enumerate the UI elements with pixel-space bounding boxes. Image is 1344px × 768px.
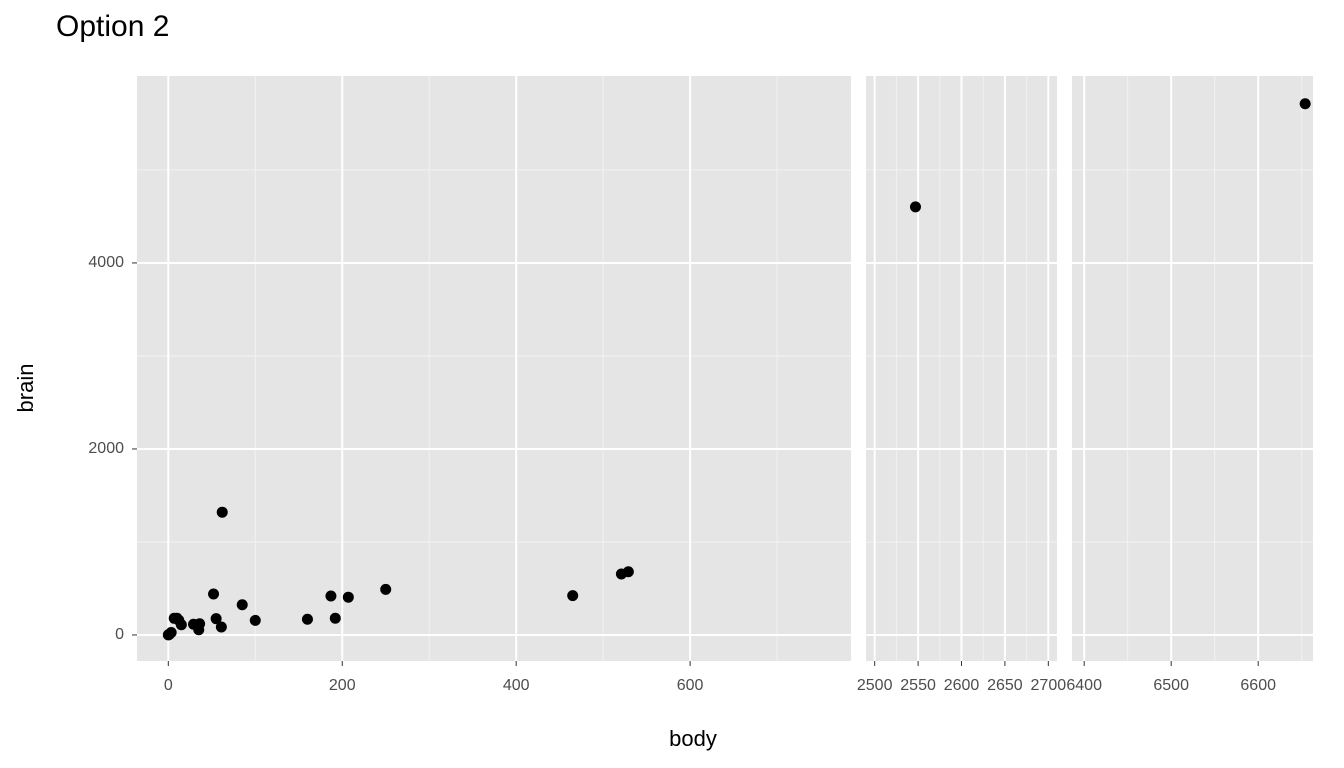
x-tick-label: 2600 — [944, 677, 980, 694]
x-tick-label: 6500 — [1153, 677, 1189, 694]
x-tick-label: 200 — [329, 677, 356, 694]
y-axis-title: brain — [13, 364, 38, 413]
scatter-point — [175, 619, 187, 631]
y-tick-label: 2000 — [88, 440, 124, 457]
x-tick-label: 6400 — [1066, 677, 1102, 694]
panel-background — [137, 76, 851, 661]
x-tick-label: 2700 — [1031, 677, 1067, 694]
scatter-point — [193, 624, 205, 636]
scatter-point — [249, 614, 261, 626]
x-tick-label: 400 — [503, 677, 530, 694]
chart-title: Option 2 — [56, 10, 169, 43]
x-tick-label: 0 — [164, 677, 173, 694]
scatter-point — [165, 627, 177, 639]
scatter-point — [208, 588, 220, 600]
scatter-point — [215, 621, 227, 633]
scatter-point — [210, 613, 222, 625]
y-tick-label: 0 — [115, 626, 124, 643]
x-axis-title: body — [669, 726, 717, 751]
scatter-point — [342, 591, 354, 603]
scatter-point — [567, 590, 579, 602]
scatter-point — [329, 612, 341, 624]
x-tick-label: 6600 — [1240, 677, 1276, 694]
scatter-point — [1299, 98, 1311, 110]
y-tick-label: 4000 — [88, 254, 124, 271]
scatter-point — [216, 506, 228, 518]
x-tick-label: 600 — [677, 677, 704, 694]
scatter-point — [236, 599, 248, 611]
scatter-point — [909, 201, 921, 213]
scatter-point — [622, 566, 634, 578]
x-tick-label: 2550 — [900, 677, 936, 694]
panel-background — [1072, 76, 1313, 661]
x-tick-label: 2650 — [987, 677, 1023, 694]
scatter-point — [325, 590, 337, 602]
x-tick-label: 2500 — [857, 677, 893, 694]
scatter-point — [301, 613, 313, 625]
scatter-point — [380, 583, 392, 595]
